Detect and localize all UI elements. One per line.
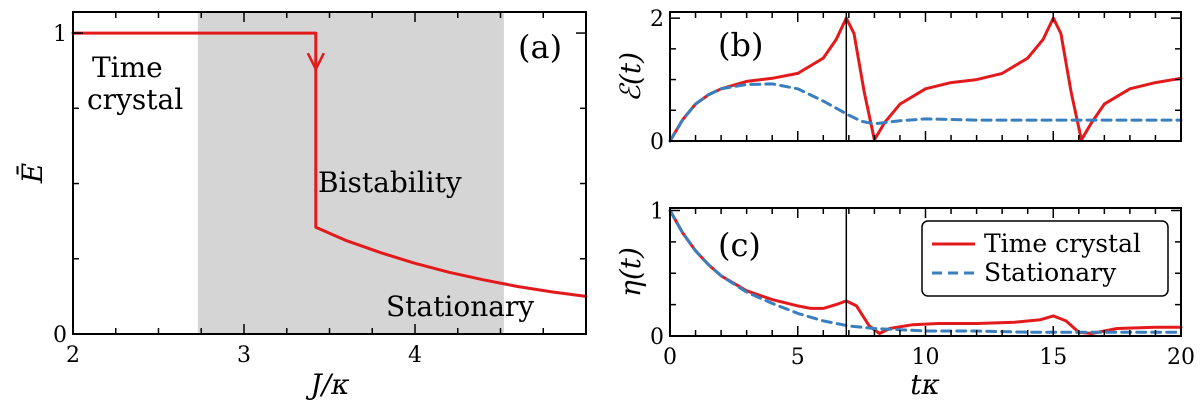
panel-b-ytick-label: 0 [650, 130, 664, 155]
panel-a-label-stationary: Stationary [386, 290, 534, 323]
panel-a-label-bistability: Bistability [318, 166, 462, 199]
legend-frame [921, 220, 1169, 297]
panel-c-ticks [669, 208, 1182, 337]
panel-a-xlabel: J/κ [305, 368, 349, 401]
panel-b-ylabel: ℰ(t) [614, 52, 647, 102]
panel-a-xtick-label: 4 [408, 343, 422, 368]
panel-c: 0 5 10 15 20 0 1 (c) Time crystal Stationary t… [614, 200, 1195, 401]
panel-b-ytick-label: 2 [650, 7, 664, 32]
panel-c-ytick-label: 0 [650, 325, 664, 350]
panel-a-ylabel: Ē [16, 163, 49, 184]
panel-c-series-layer [668, 209, 1183, 335]
panel-b-series-layer [668, 16, 1183, 143]
panel-b-series-stationary [668, 82, 1183, 143]
panel-a-ytick-label: 1 [53, 22, 67, 47]
panel-a-series-layer [71, 31, 588, 298]
panel-a-tick-labels: 2 3 4 0 1 [53, 22, 422, 368]
panel-c-ylabel: η(t) [614, 247, 647, 297]
panel-c-tick-labels: 0 5 10 15 20 0 1 [650, 200, 1195, 370]
legend-label-time-crystal: Time crystal [984, 229, 1141, 258]
panel-b-series-time-crystal [668, 16, 1183, 143]
panel-a: 2 3 4 0 1 (a) Time crystal Bistability Stati… [16, 11, 588, 401]
panel-a-series-0 [71, 31, 588, 298]
panel-a-label-crystal: crystal [87, 83, 183, 116]
panel-a-xtick-label: 2 [66, 343, 80, 368]
panel-c-xtick-label: 5 [791, 345, 805, 370]
panel-c-xtick-label: 15 [1039, 345, 1067, 370]
panel-c-xtick-label: 0 [663, 345, 677, 370]
panel-a-xtick-label: 3 [237, 343, 251, 368]
panel-a-bistability-region [197, 12, 504, 334]
panel-a-ticks [72, 12, 587, 335]
legend-label-stationary: Stationary [984, 258, 1117, 287]
panel-c-ytick-label: 1 [650, 200, 664, 225]
panel-a-arrow [306, 52, 325, 72]
panel-a-arrow-head [306, 52, 325, 72]
panel-c-label: (c) [718, 226, 761, 264]
panel-c-series-stationary [668, 209, 1183, 334]
panel-c-xtick-label: 20 [1167, 345, 1195, 370]
panel-a-ytick-label: 0 [53, 323, 67, 348]
panel-c-xlabel: tκ [910, 368, 940, 401]
panel-b-ticks [669, 12, 1182, 142]
panel-b: 02 (b) ℰ(t) [614, 7, 1183, 155]
panel-c-legend: Time crystal Stationary [921, 220, 1169, 297]
panel-b-label: (b) [718, 26, 763, 64]
panel-a-label-time: Time [92, 51, 163, 84]
panel-b-tick-labels: 02 [650, 7, 664, 155]
panel-a-label: (a) [518, 28, 562, 66]
panel-c-xtick-label: 10 [912, 345, 940, 370]
